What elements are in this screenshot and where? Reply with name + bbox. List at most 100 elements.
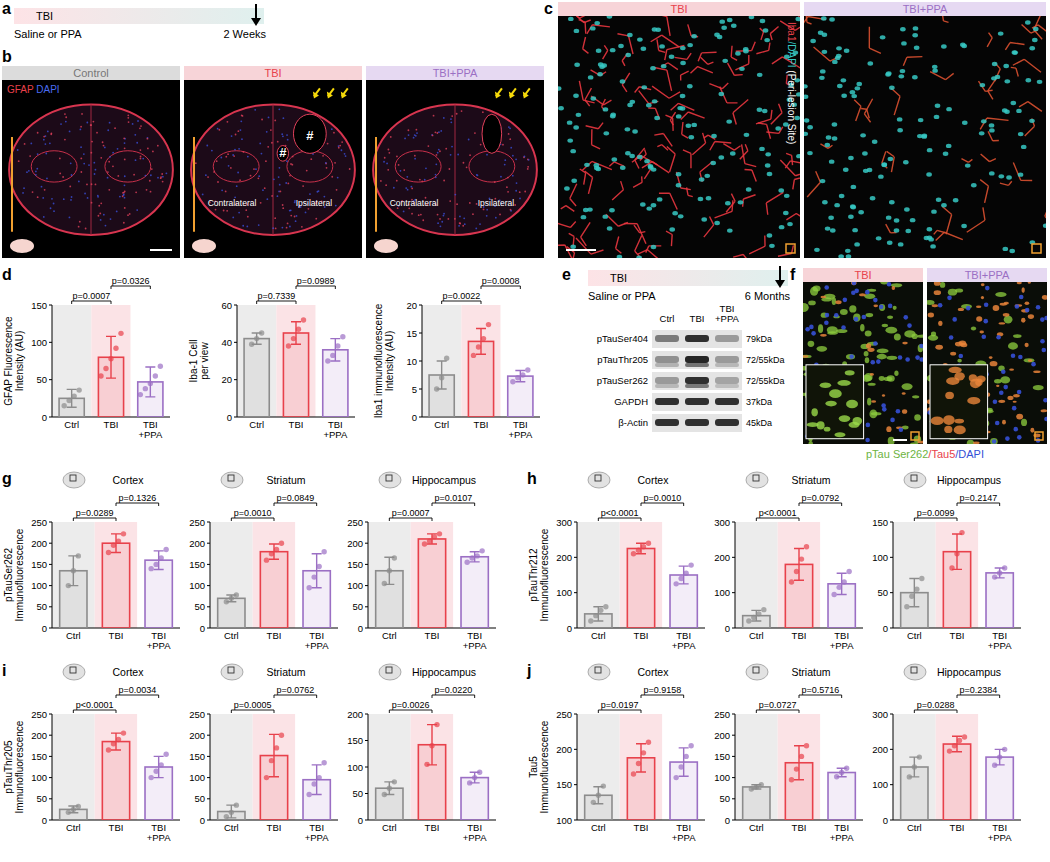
x-tick-label-line: +PPA [147,832,172,843]
inset [806,365,864,439]
y-tick-label: 0 [725,623,730,634]
blot-size-label: 72/55kDa [746,355,785,365]
error-bar [106,336,116,378]
y-tick-label: 150 [31,559,47,570]
cell-dot [90,124,92,126]
cell-dot [221,189,223,191]
micrograph-content: Iba1/DAPI (Peri-lesion Site) [558,4,800,258]
y-tick [365,564,368,565]
y-tick-label: 50 [36,601,47,612]
nucleus [873,341,878,346]
nucleus [839,194,845,198]
nucleus [809,325,814,330]
cell-dot [461,110,463,112]
y-tick [732,592,735,593]
tau5-signal [902,342,908,345]
brain-icon [379,472,401,488]
cell-dot [79,129,81,131]
tau5-signal [1004,302,1009,305]
tau5-signal [902,409,907,414]
nucleus [1044,417,1047,422]
cell-dot [510,209,512,211]
x-tick-label-line: TBI [425,630,440,641]
blot-band [685,398,709,405]
nucleus [680,94,686,98]
cell-dot [124,184,126,186]
cell-dot [422,219,424,221]
x-tick-label-line: Ctrl [64,419,79,430]
y-tick-label: 0 [42,623,47,634]
chart-title: Hippocampus [412,666,476,678]
ptau-signal [894,371,898,377]
image-title: TBI [670,3,687,15]
y-tick-label: 0 [42,815,47,826]
region-marker [786,244,795,253]
nucleus [1037,80,1043,84]
nucleus [878,174,884,178]
cell-dot [524,156,526,158]
cell-dot [380,180,382,182]
cell-dot [398,164,400,166]
cell-dot [333,132,335,134]
cell-dot [310,158,312,160]
nucleus [930,244,936,248]
cell-dot [450,118,452,120]
microglia [988,77,997,99]
cell-dot [112,152,114,154]
data-point [279,541,284,546]
nucleus [879,305,884,310]
cell-dot [296,215,298,217]
y-axis-label-line: per view [199,342,210,380]
inset-signal [931,416,944,425]
nucleus [627,33,633,37]
nucleus [894,218,900,222]
marks [376,722,489,820]
data-point [486,322,491,327]
plot-band [210,522,253,628]
y-tick [207,798,210,799]
cell-dot [149,180,151,182]
nucleus [941,44,947,48]
data-point [153,373,158,378]
section-outline [9,104,173,235]
y-tick-label: 100 [714,587,730,598]
x-tick-label-line: Ctrl [224,822,239,833]
cell-dot [349,168,351,170]
cell-dot [65,121,67,123]
error-bar [909,579,919,607]
x-tick-label: TBI+PPA [305,822,330,843]
cell-dot [47,131,49,133]
y-tick-label: 250 [189,517,205,528]
cell-dot [226,210,228,212]
y-tick [49,777,52,778]
cell-dot [43,136,45,138]
nucleus [873,298,878,303]
microglia [756,43,770,54]
nucleus [992,62,998,66]
section-line [375,137,377,232]
nucleus [654,116,660,120]
p-value: p=0.0005 [234,700,272,710]
ptau-signal [957,359,962,363]
cell-dot [519,191,521,193]
ptau-signal [879,304,885,311]
microglia [903,57,922,66]
y-tick [732,557,735,558]
bar-chart: 050100150200250HippocampusCtrlTBITBI+PPA… [347,472,496,651]
data-point [121,730,126,735]
x-tick-label: Ctrl [434,419,449,430]
microglia [814,47,842,61]
nucleus [946,144,952,148]
data-point [321,760,326,765]
y-tick-label: 5 [412,384,417,395]
cell-dot [494,181,496,183]
scale-bar [566,249,596,251]
cell-dot [124,175,126,177]
brain-icon [63,664,85,680]
cell-dot [450,154,452,156]
cell-dot [271,142,273,144]
cell-dot [404,137,406,139]
plot-band [131,305,170,417]
y-tick-label: 150 [347,735,363,746]
nucleus [558,86,561,90]
